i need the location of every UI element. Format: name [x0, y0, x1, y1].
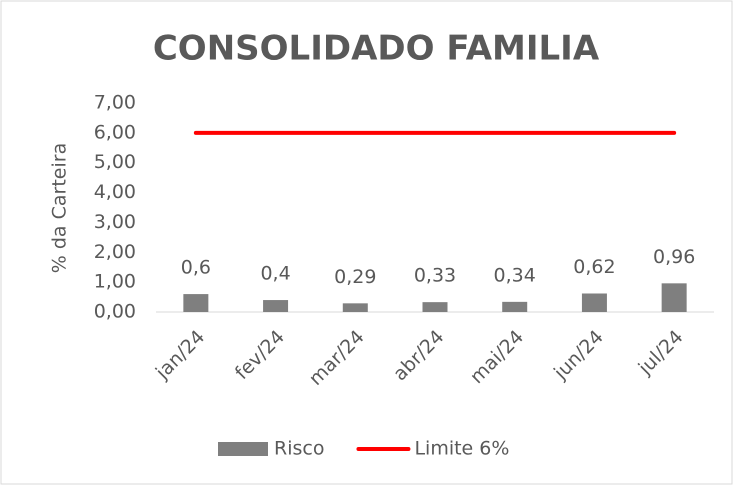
- y-tick-label: 2,00: [94, 241, 136, 263]
- y-tick-label: 3,00: [94, 211, 136, 233]
- y-tick-label: 0,00: [94, 301, 136, 323]
- legend-label: Risco: [274, 438, 324, 460]
- data-label: 0,6: [181, 257, 211, 279]
- bar: [263, 300, 289, 312]
- data-label: 0,29: [334, 266, 376, 288]
- data-label: 0,4: [260, 263, 290, 285]
- bar: [183, 294, 209, 312]
- y-tick-label: 5,00: [94, 151, 136, 173]
- y-tick-label: 7,00: [94, 92, 136, 114]
- data-label: 0,33: [414, 265, 456, 287]
- y-tick-label: 6,00: [94, 121, 136, 143]
- bar: [581, 293, 607, 312]
- bar: [422, 302, 448, 312]
- data-label: 0,96: [653, 246, 695, 268]
- legend-swatch: [218, 442, 268, 456]
- bar: [342, 303, 368, 312]
- legend-label: Limite 6%: [414, 438, 509, 460]
- y-axis-label: % da Carteira: [49, 143, 71, 273]
- y-tick-label: 4,00: [94, 181, 136, 203]
- data-label: 0,62: [573, 256, 615, 278]
- y-tick-label: 1,00: [94, 271, 136, 293]
- data-label: 0,34: [494, 264, 536, 286]
- bar: [502, 301, 528, 312]
- chart-title: CONSOLIDADO FAMILIA: [153, 29, 600, 69]
- bar: [661, 283, 687, 312]
